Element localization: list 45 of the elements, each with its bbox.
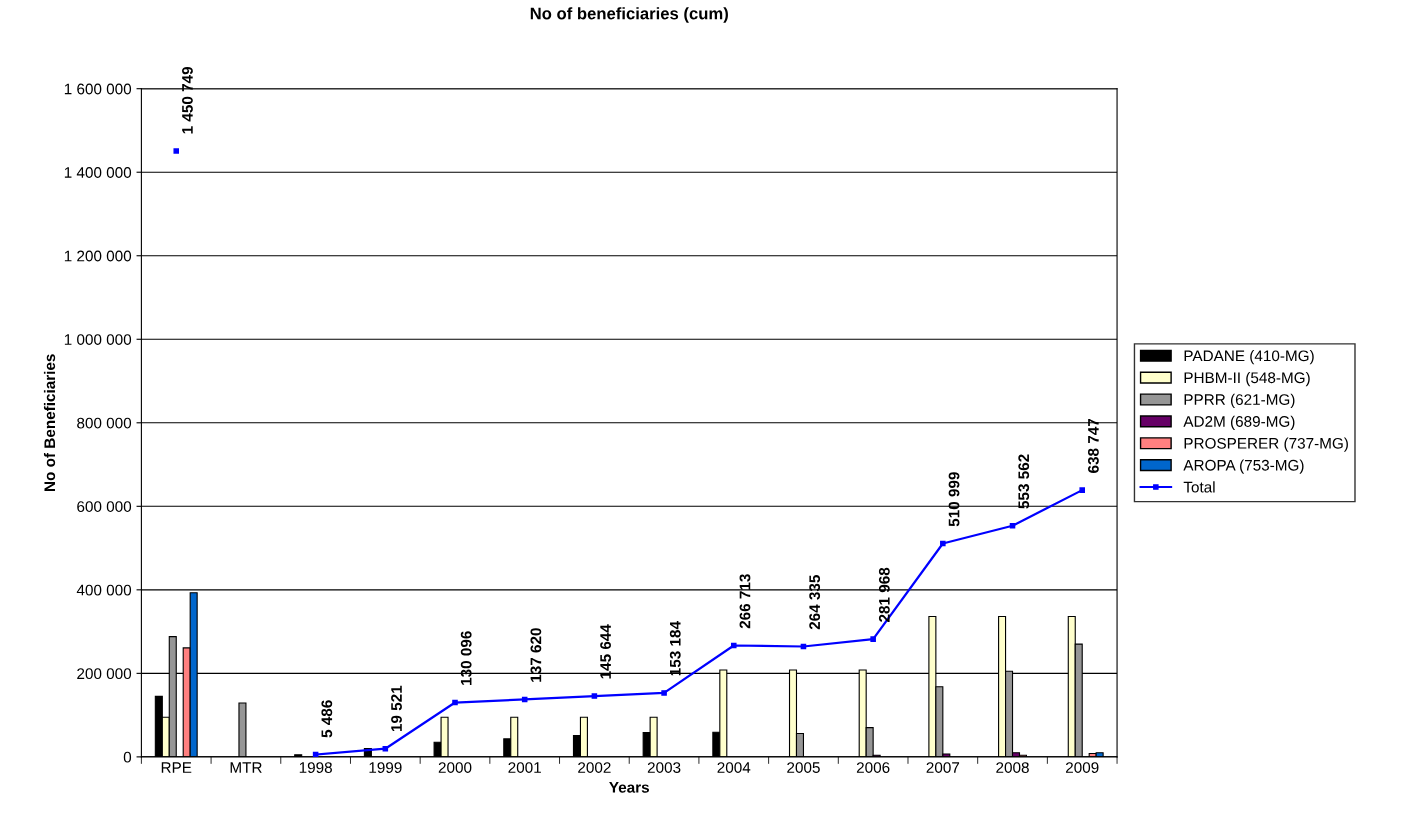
legend-label: PHBM-II (548-MG) — [1184, 371, 1310, 387]
legend-label: PROSPERER (737-MG) — [1184, 437, 1348, 452]
legend-label: PADANE (410-MG) — [1184, 350, 1314, 365]
x-tick-label: RPE — [161, 762, 192, 773]
x-tick-label: 2003 — [647, 762, 681, 773]
data-label: 638 747 — [1088, 418, 1099, 473]
data-label: 1 450 749 — [182, 66, 193, 134]
data-label: 137 620 — [530, 628, 542, 682]
x-tick-label: 2007 — [926, 762, 960, 773]
x-axis-title: Years — [609, 782, 649, 793]
y-tick-label: 1 000 000 — [64, 334, 132, 345]
y-tick-label: 600 000 — [77, 501, 132, 512]
y-axis-title: No of Beneficiaries — [43, 354, 56, 491]
x-tick-label: 1999 — [369, 762, 402, 773]
legend-label: AROPA (753-MG) — [1183, 459, 1304, 474]
x-tick-label: MTR — [230, 762, 262, 773]
data-label: 281 968 — [878, 567, 890, 622]
x-tick-label: 2001 — [508, 762, 541, 773]
y-tick-label: 1 400 000 — [64, 167, 132, 178]
data-label: 266 713 — [739, 574, 751, 629]
data-label: 264 335 — [809, 575, 821, 630]
legend-label: Total — [1183, 481, 1215, 493]
y-tick-label: 400 000 — [76, 584, 132, 596]
y-tick-label: 1 200 000 — [64, 250, 132, 262]
data-label: 153 184 — [669, 621, 681, 676]
y-tick-label: 0 — [123, 751, 132, 763]
y-tick-label: 200 000 — [77, 668, 132, 680]
y-tick-label: 800 000 — [77, 417, 132, 429]
data-label: 145 644 — [600, 624, 611, 679]
data-label: 5 486 — [321, 700, 333, 738]
x-tick-label: 2002 — [578, 762, 611, 773]
data-label: 510 999 — [948, 472, 960, 527]
x-tick-label: 2000 — [438, 762, 472, 773]
chart-title: No of beneficiaries (cum) — [530, 7, 728, 23]
x-tick-label: 2006 — [856, 762, 890, 773]
data-label: 19 521 — [391, 685, 402, 732]
x-tick-label: 2009 — [1065, 762, 1099, 773]
data-label: 553 562 — [1018, 454, 1030, 509]
x-tick-label: 1998 — [299, 762, 332, 773]
legend-label: AD2M (689-MG) — [1183, 415, 1295, 430]
x-tick-label: 2008 — [996, 762, 1029, 773]
legend-label: PPRR (621-MG) — [1184, 393, 1295, 409]
x-tick-label: 2005 — [787, 762, 820, 773]
y-tick-label: 1 600 000 — [64, 83, 132, 95]
x-tick-label: 2004 — [717, 762, 751, 773]
